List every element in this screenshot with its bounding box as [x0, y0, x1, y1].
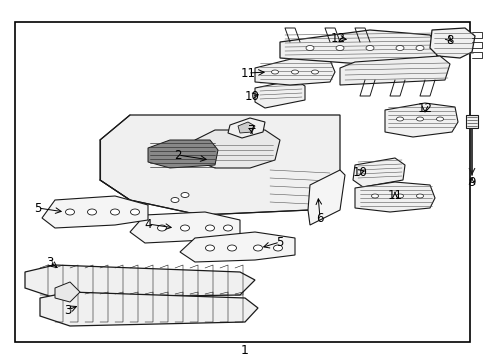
Ellipse shape	[111, 209, 120, 215]
Ellipse shape	[205, 225, 215, 231]
Ellipse shape	[292, 70, 298, 74]
Polygon shape	[40, 292, 258, 326]
Ellipse shape	[223, 225, 232, 231]
Ellipse shape	[416, 45, 424, 50]
Polygon shape	[130, 212, 240, 243]
Ellipse shape	[180, 225, 190, 231]
Ellipse shape	[396, 45, 404, 50]
Text: 9: 9	[468, 176, 476, 189]
Ellipse shape	[437, 117, 443, 121]
Text: 10: 10	[353, 166, 368, 179]
Ellipse shape	[306, 45, 314, 50]
Text: 10: 10	[245, 90, 259, 103]
Polygon shape	[42, 196, 148, 228]
Polygon shape	[466, 115, 478, 128]
Ellipse shape	[416, 194, 423, 198]
Polygon shape	[238, 122, 255, 133]
Polygon shape	[180, 232, 295, 262]
Text: 4: 4	[144, 217, 152, 230]
Polygon shape	[255, 58, 335, 85]
Polygon shape	[100, 115, 340, 215]
Polygon shape	[430, 28, 475, 58]
Polygon shape	[255, 80, 305, 108]
Text: 1: 1	[241, 343, 249, 356]
Ellipse shape	[312, 70, 318, 74]
Text: 3: 3	[64, 303, 72, 316]
Ellipse shape	[271, 70, 278, 74]
Ellipse shape	[88, 209, 97, 215]
Ellipse shape	[371, 194, 378, 198]
Ellipse shape	[336, 45, 344, 50]
Polygon shape	[25, 265, 255, 298]
Text: 2: 2	[174, 149, 182, 162]
Ellipse shape	[396, 117, 403, 121]
Polygon shape	[308, 170, 345, 225]
Ellipse shape	[181, 193, 189, 198]
Text: 11: 11	[241, 67, 255, 80]
Text: 12: 12	[417, 102, 433, 114]
Text: 11: 11	[388, 189, 402, 202]
Polygon shape	[55, 282, 80, 302]
Ellipse shape	[416, 117, 423, 121]
Text: 3: 3	[47, 256, 54, 269]
Polygon shape	[355, 182, 435, 212]
Ellipse shape	[205, 245, 215, 251]
Ellipse shape	[366, 45, 374, 50]
Ellipse shape	[396, 194, 403, 198]
Bar	[15, 22, 470, 342]
Text: 5: 5	[276, 235, 284, 248]
Polygon shape	[228, 118, 265, 138]
Text: 12: 12	[330, 32, 345, 45]
Ellipse shape	[227, 245, 237, 251]
Text: 5: 5	[34, 202, 42, 215]
Polygon shape	[195, 130, 280, 168]
Text: 6: 6	[316, 212, 324, 225]
Text: 8: 8	[446, 33, 454, 46]
Polygon shape	[340, 56, 450, 85]
Ellipse shape	[66, 209, 74, 215]
Ellipse shape	[130, 209, 140, 215]
Ellipse shape	[171, 198, 179, 202]
Polygon shape	[280, 30, 440, 65]
Ellipse shape	[273, 245, 283, 251]
Text: 7: 7	[248, 123, 256, 136]
Polygon shape	[148, 140, 218, 168]
Polygon shape	[353, 158, 405, 187]
Polygon shape	[385, 103, 458, 137]
Ellipse shape	[253, 245, 263, 251]
Ellipse shape	[157, 225, 167, 231]
